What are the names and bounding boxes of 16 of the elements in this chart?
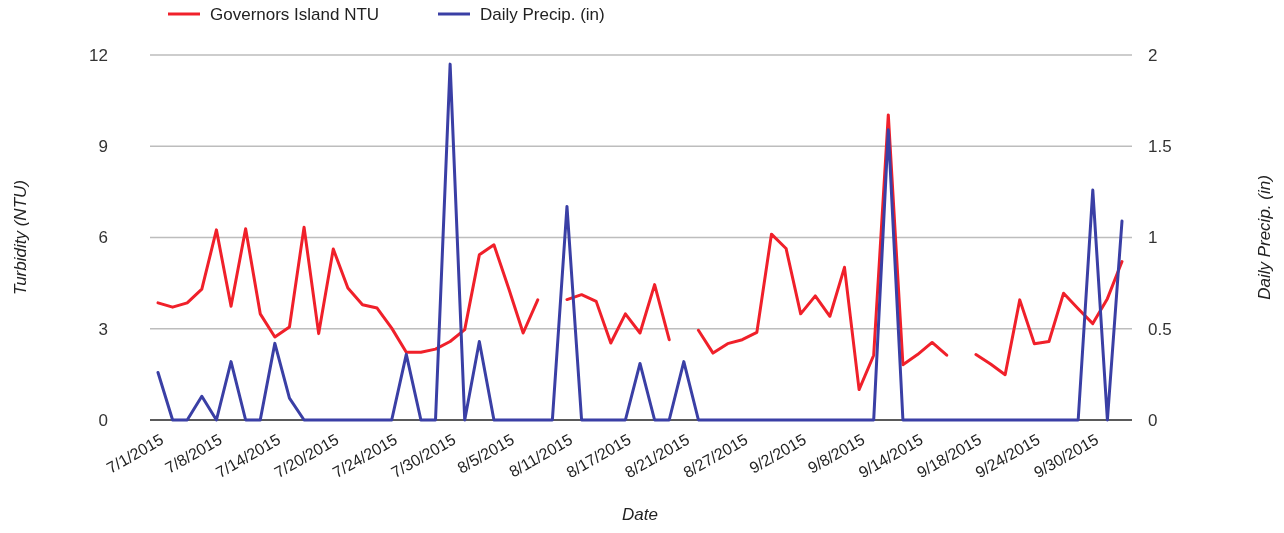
- y-axis-title: Turbidity (NTU): [11, 180, 30, 295]
- legend-label: Governors Island NTU: [210, 4, 380, 24]
- y-tick-label: 3: [98, 319, 108, 339]
- y2-axis-title: Daily Precip. (in): [1255, 175, 1274, 300]
- y-tick-label: 9: [98, 137, 108, 157]
- y2-tick-label: 0.5: [1148, 319, 1172, 339]
- y-tick-label: 12: [89, 45, 108, 65]
- y-tick-label: 0: [98, 410, 108, 430]
- legend-label: Daily Precip. (in): [480, 4, 605, 24]
- y2-tick-label: 1: [1148, 228, 1158, 248]
- line-series: [156, 62, 1124, 422]
- y2-tick-label: 0: [1148, 410, 1158, 430]
- y2-tick-label: 1.5: [1148, 137, 1172, 157]
- y-tick-label: 6: [98, 228, 108, 248]
- x-axis-title: Date: [622, 505, 658, 524]
- y2-tick-label: 2: [1148, 45, 1158, 65]
